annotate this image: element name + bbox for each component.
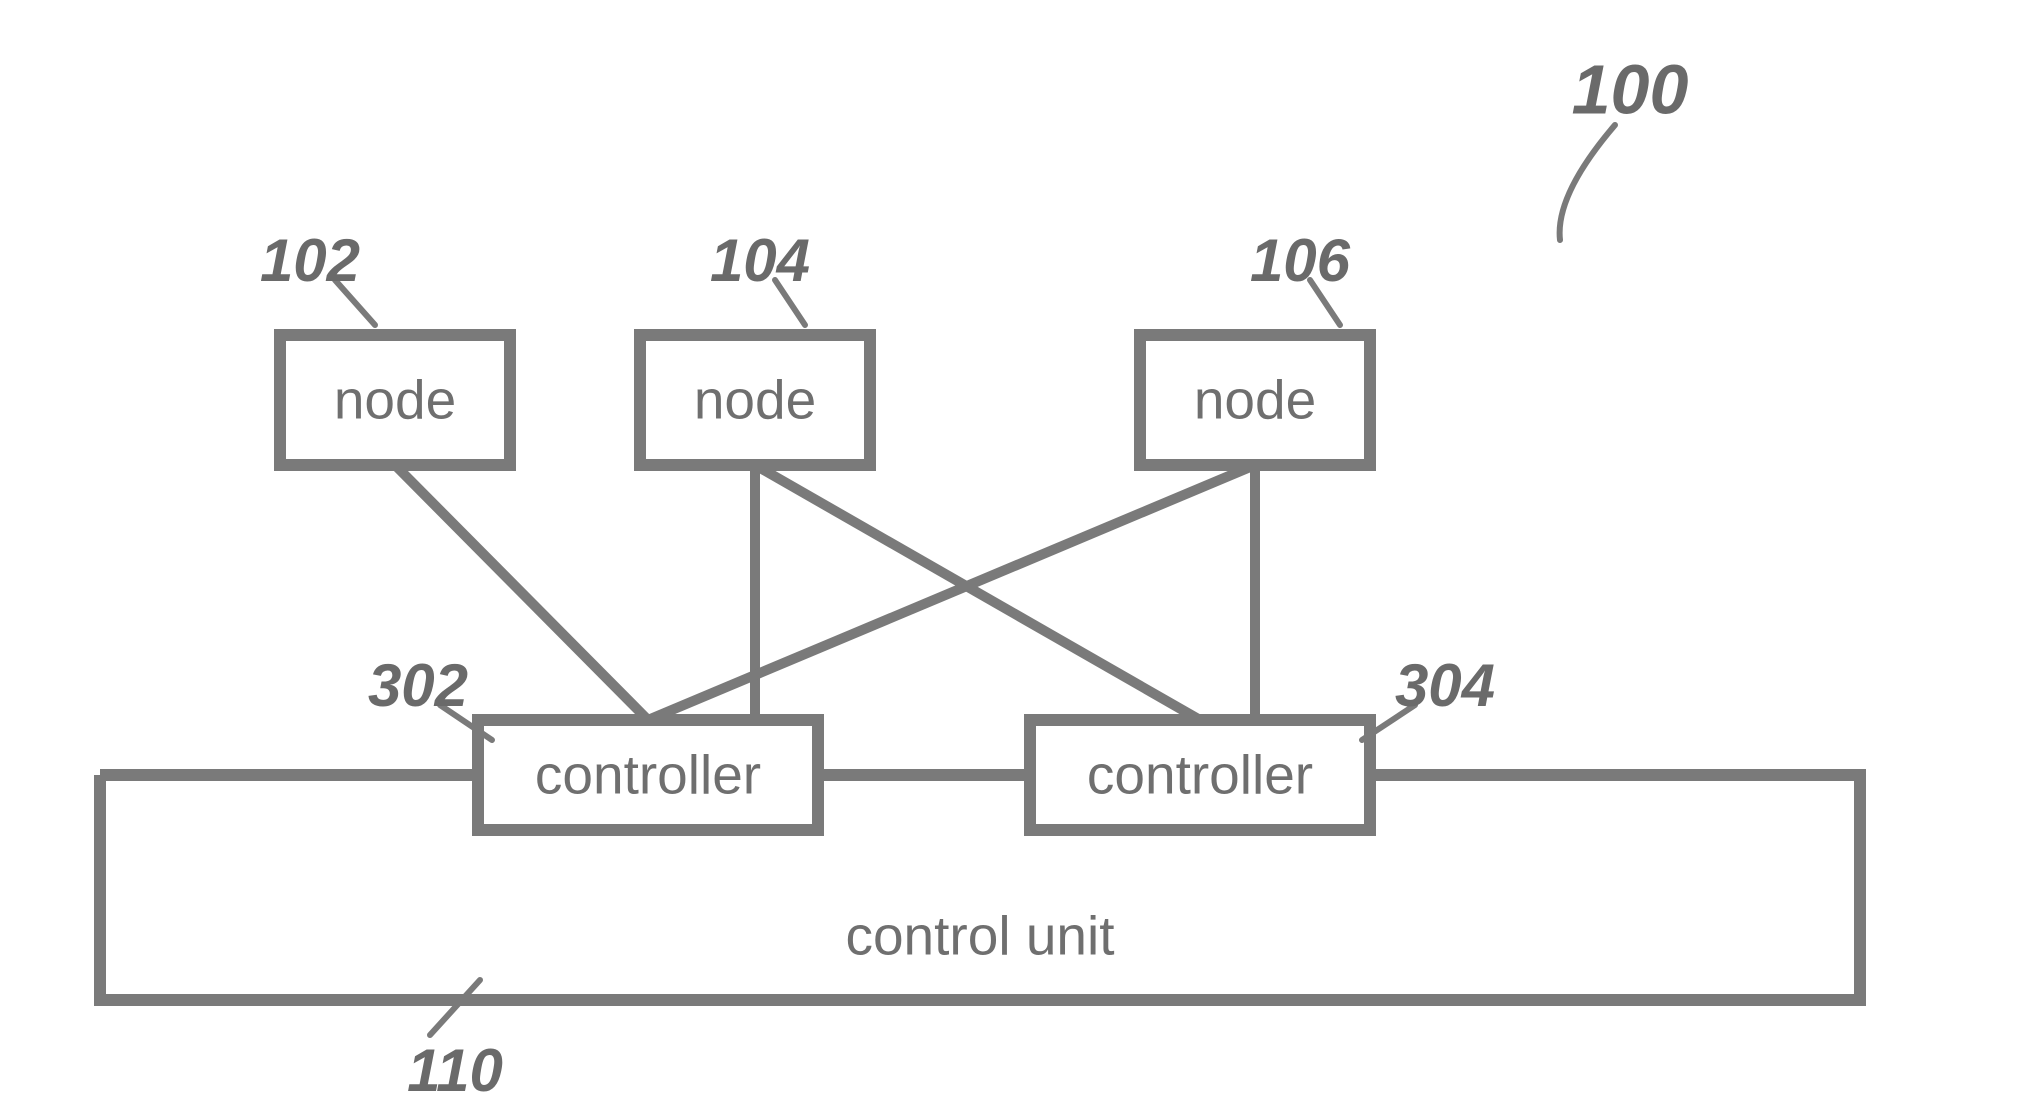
refnum-106: 106 <box>1250 227 1351 294</box>
nodes-layer: node node node controller controller <box>280 335 1370 830</box>
control-unit-label: control unit <box>845 905 1114 967</box>
ctrl302-block: controller <box>478 720 818 830</box>
node102-label: node <box>334 369 456 431</box>
refnum-104: 104 <box>710 227 810 294</box>
edge-node106-ctrl302 <box>648 465 1255 720</box>
refnum-304: 304 <box>1395 652 1495 719</box>
ctrl304-label: controller <box>1087 744 1313 806</box>
node106-block: node <box>1140 335 1370 465</box>
diagram-canvas: control unit node node node controller contr… <box>0 0 2031 1119</box>
ctrl304-block: controller <box>1030 720 1370 830</box>
node106-label: node <box>1194 369 1316 431</box>
edge-node104-ctrl304 <box>755 465 1200 720</box>
refnum-102: 102 <box>260 227 360 294</box>
ctrl302-label: controller <box>535 744 761 806</box>
refnum-302: 302 <box>368 652 468 719</box>
refnum-110: 110 <box>407 1037 503 1104</box>
node102-block: node <box>280 335 510 465</box>
refnum-100: 100 <box>1572 50 1689 128</box>
leadline-l100 <box>1560 125 1615 240</box>
control-unit-block: control unit <box>100 775 1860 1000</box>
node104-block: node <box>640 335 870 465</box>
node104-label: node <box>694 369 816 431</box>
